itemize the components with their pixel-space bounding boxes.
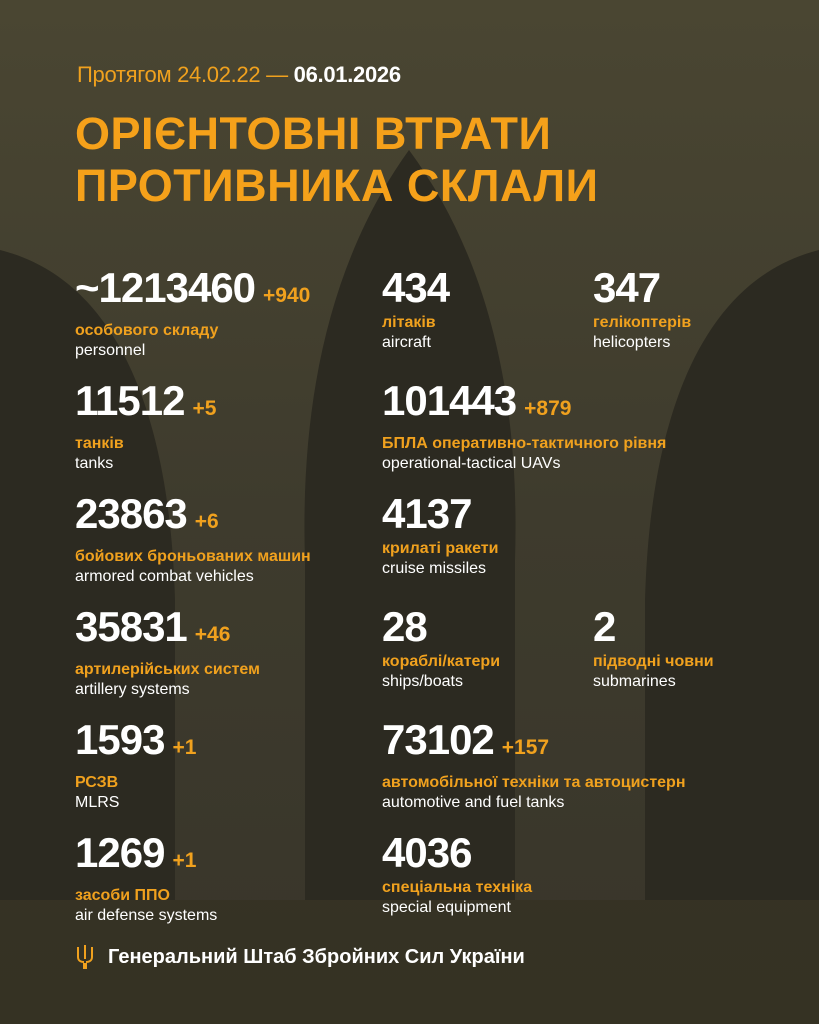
stat-mlrs: 1593 +1 РСЗВ MLRS [75,719,197,812]
stat-label-ua: кораблі/катери [382,653,501,670]
stat-label-en: personnel [75,342,146,359]
stat-submarines: 2 підводні човни submarines [593,606,714,691]
stat-number: 35831 [75,603,188,650]
stat-value: 4137 [382,493,498,535]
footer-text: Генеральний Штаб Збройних Сил України [108,945,525,968]
period-text: Протягом 24.02.22 — 06.01.2026 [77,62,401,88]
stat-number: 11512 [75,377,185,424]
stat-label-en: automotive and fuel tanks [382,794,565,811]
stat-value: 28 [382,606,500,648]
stat-delta: +46 [194,623,231,646]
stat-label-ua: РСЗВ [75,774,119,791]
title-line-1: ОРІЄНТОВНІ ВТРАТИ [75,108,552,159]
stat-value: 2 [593,606,714,648]
stat-label-ua: літаків [382,314,436,331]
trident-icon [77,945,93,969]
stat-operational-tactical-uavs: 101443 +879 БПЛА оперативно-тактичного рів… [382,380,667,473]
title-line-2: ПРОТИВНИКА СКЛАЛИ [75,160,599,211]
stat-number: 347 [593,264,661,311]
stat-delta: +157 [501,736,550,759]
stat-personnel: ~1213460 +940 особового складу personnel [75,267,311,360]
stat-label-ua: бойових броньованих машин [75,548,311,565]
stat-value: ~1213460 +940 [75,267,311,316]
stat-label-en: artillery systems [75,681,190,698]
stat-delta: +940 [263,284,311,307]
stat-number: 101443 [382,377,517,424]
stat-label-ua: спеціальна техніка [382,879,533,896]
stat-artillery-systems: 35831 +46 артилерійських систем artillery s… [75,606,260,699]
stat-label-ua: засоби ППО [75,887,170,904]
stat-label-en: tanks [75,455,114,472]
stat-armored-combat-vehicles: 23863 +6 бойових броньованих машин armored … [75,493,311,586]
stat-label-ua: автомобільної техніки та автоцистерн [382,774,686,791]
stat-number: 28 [382,603,428,650]
footer: Генеральний Штаб Збройних Сил України [76,945,525,969]
stat-delta: +1 [172,849,197,872]
stat-label-en: ships/boats [382,673,463,690]
period-start: Протягом 24.02.22 — [77,62,288,87]
stat-air-defense-systems: 1269 +1 засоби ППО air defense systems [75,832,218,925]
stat-value: 434 [382,267,450,309]
stat-label-en: helicopters [593,334,671,351]
stat-label-ua: гелікоптерів [593,314,692,331]
stat-label-en: MLRS [75,794,120,811]
stat-value: 1269 +1 [75,832,217,881]
stat-value: 101443 +879 [382,380,666,429]
stat-ships-boats: 28 кораблі/катери ships/boats [382,606,501,691]
stat-delta: +6 [194,510,219,533]
stat-value: 23863 +6 [75,493,311,542]
stat-label-ua: особового складу [75,322,219,339]
stat-value: 1593 +1 [75,719,197,768]
stat-number: 434 [382,264,450,311]
stat-number: 2 [593,603,616,650]
stat-number: 1593 [75,716,165,763]
stat-number: 4137 [382,490,472,537]
stat-label-en: submarines [593,673,676,690]
stat-delta: +1 [172,736,197,759]
stat-helicopters: 347 гелікоптерів helicopters [593,267,692,352]
stat-label-ua: БПЛА оперативно-тактичного рівня [382,435,667,452]
stat-number: 73102 [382,716,495,763]
stat-aircraft: 434 літаків aircraft [382,267,450,352]
page-title: ОРІЄНТОВНІ ВТРАТИ ПРОТИВНИКА СКЛАЛИ [75,108,598,212]
stat-tanks: 11512 +5 танків tanks [75,380,217,473]
stat-number: 1269 [75,829,165,876]
stat-value: 35831 +46 [75,606,260,655]
stat-label-ua: танків [75,435,124,452]
stat-value: 4036 [382,832,532,874]
stat-special-equipment: 4036 спеціальна техніка special equipment [382,832,533,917]
stat-label-en: special equipment [382,899,511,916]
stat-label-ua: підводні човни [593,653,714,670]
stat-label-en: armored combat vehicles [75,568,254,585]
stat-value: 73102 +157 [382,719,685,768]
stat-delta: +5 [192,397,217,420]
stat-cruise-missiles: 4137 крилаті ракети cruise missiles [382,493,499,578]
stat-label-ua: крилаті ракети [382,540,499,557]
period-end: 06.01.2026 [293,62,401,87]
stat-label-en: air defense systems [75,907,218,924]
stat-automotive-and-fuel-tanks: 73102 +157 автомобільної техніки та автоци… [382,719,686,812]
stat-label-en: aircraft [382,334,431,351]
stat-label-ua: артилерійських систем [75,661,260,678]
stat-label-en: operational-tactical UAVs [382,455,561,472]
stat-label-en: cruise missiles [382,560,487,577]
stat-number: 23863 [75,490,188,537]
stat-number: 4036 [382,829,472,876]
stat-value: 11512 +5 [75,380,217,429]
stat-number: ~1213460 [75,264,256,311]
stat-value: 347 [593,267,691,309]
stat-delta: +879 [524,397,572,420]
